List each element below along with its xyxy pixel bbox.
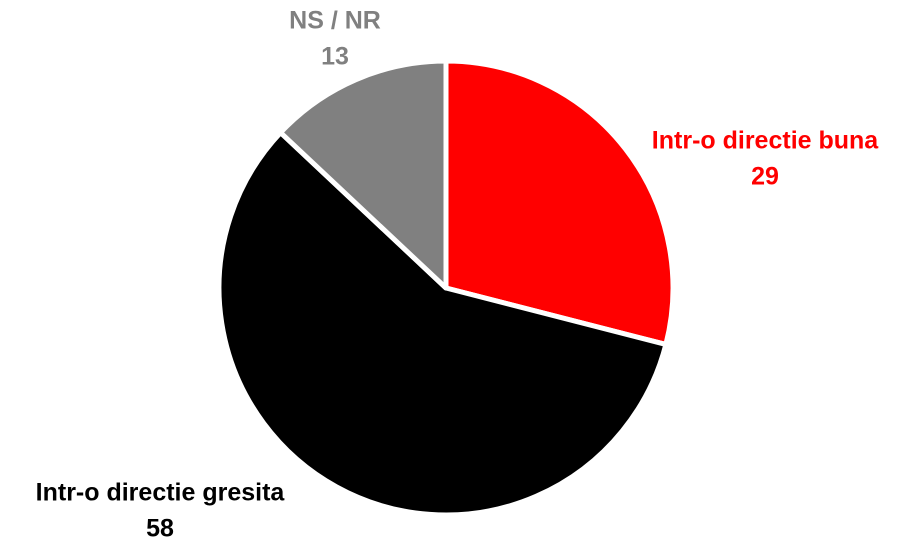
- pie-slice: [278, 58, 449, 291]
- slice-label: Intr-o directie gresita: [36, 479, 286, 507]
- slice-value: 58: [146, 515, 174, 541]
- pie-slice: [216, 130, 669, 518]
- slice-value: 13: [321, 43, 349, 71]
- pie-slice: [443, 58, 676, 347]
- slice-label: NS / NR: [289, 7, 381, 35]
- slice-label: Intr-o directie buna: [652, 127, 880, 155]
- slice-value: 29: [751, 163, 779, 191]
